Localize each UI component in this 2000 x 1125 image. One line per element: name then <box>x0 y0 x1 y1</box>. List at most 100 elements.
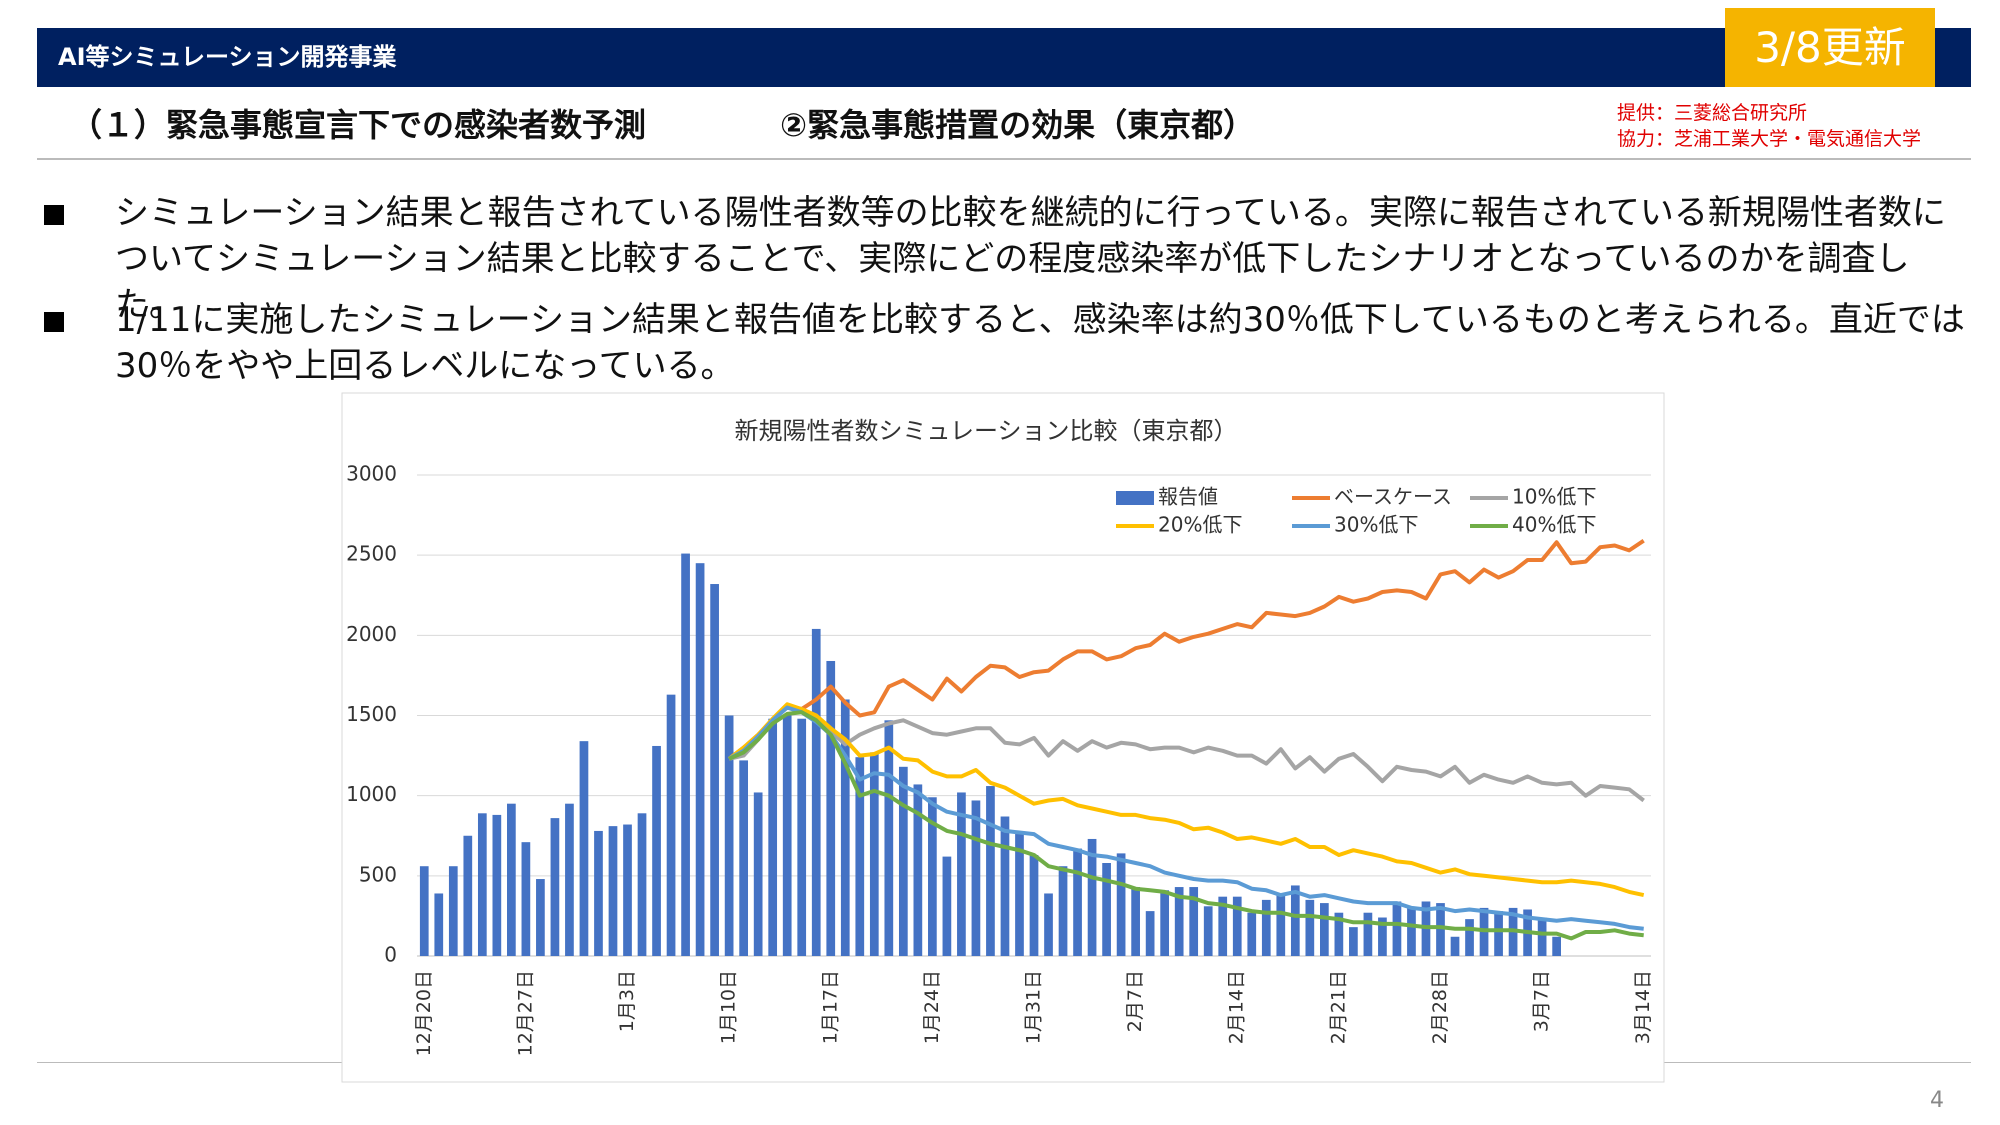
bar <box>652 745 661 956</box>
x-tick-label: 1月31日 <box>1023 970 1045 1044</box>
bar <box>840 699 850 956</box>
y-tick-label: 500 <box>359 862 397 886</box>
line <box>728 710 1644 941</box>
legend-label: 30%低下 <box>1334 513 1418 537</box>
legend-label: 報告値 <box>1158 485 1218 509</box>
bar <box>1087 838 1097 956</box>
bar <box>419 866 429 956</box>
header-bar <box>37 28 1971 87</box>
y-tick-label: 2000 <box>346 622 397 646</box>
chart-frame <box>341 392 1665 1083</box>
bar <box>521 842 531 956</box>
bar <box>1247 912 1257 956</box>
x-tick-label: 2月14日 <box>1226 970 1248 1044</box>
x-tick-label: 1月10日 <box>718 970 740 1044</box>
bar <box>695 563 705 956</box>
subtitle: ②緊急事態措置の効果（東京都） <box>780 106 1256 144</box>
bar <box>1392 901 1402 956</box>
bar <box>928 797 937 956</box>
bar <box>594 830 603 956</box>
divider <box>37 158 1971 160</box>
bar <box>710 584 719 956</box>
bar <box>1073 848 1082 956</box>
bar <box>637 813 647 956</box>
bar <box>942 856 952 956</box>
credit: 提供：三菱総合研究所 <box>1617 102 1808 124</box>
bar <box>739 760 749 956</box>
x-tick-label: 3月7日 <box>1531 970 1553 1032</box>
page-number: 4 <box>1930 1088 1944 1113</box>
bar <box>826 660 836 956</box>
bar <box>1189 887 1199 956</box>
bar <box>986 786 995 956</box>
x-tick-label: 2月7日 <box>1124 970 1146 1032</box>
bar <box>1537 917 1547 956</box>
subtitle: （１）緊急事態宣言下での感染者数予測 <box>70 106 647 144</box>
bar <box>1029 854 1039 956</box>
bar <box>1494 911 1503 956</box>
bar <box>579 741 589 956</box>
bar <box>565 803 574 956</box>
bar <box>1378 917 1387 956</box>
bar <box>1319 903 1329 956</box>
bar <box>1363 912 1373 956</box>
bar <box>492 814 502 956</box>
bar <box>1305 899 1315 956</box>
bar <box>1131 887 1140 956</box>
bar <box>1232 896 1242 956</box>
line <box>727 539 1645 761</box>
bar <box>753 792 763 956</box>
bar <box>1465 919 1474 956</box>
x-tick-label: 12月27日 <box>514 970 536 1056</box>
bar <box>608 826 618 956</box>
bullet-mark <box>44 205 64 225</box>
bar <box>623 824 632 956</box>
bar <box>1436 903 1445 956</box>
bar <box>1058 866 1068 956</box>
bar <box>1145 911 1155 956</box>
x-tick-label: 2月21日 <box>1327 970 1349 1044</box>
bar <box>666 694 676 956</box>
bar <box>1218 896 1228 956</box>
bar <box>971 800 981 956</box>
bar <box>797 718 807 956</box>
legend-label: 40%低下 <box>1512 513 1596 537</box>
line <box>728 705 1644 931</box>
bar <box>1160 890 1170 956</box>
legend-label: ベースケース <box>1334 485 1452 509</box>
bar <box>869 752 879 956</box>
x-tick-label: 2月28日 <box>1429 970 1451 1044</box>
bar <box>768 718 778 956</box>
bar <box>1116 853 1126 956</box>
x-tick-label: 3月14日 <box>1632 970 1654 1044</box>
bar <box>1450 936 1460 956</box>
line <box>728 703 1645 803</box>
x-tick-label: 1月3日 <box>616 970 638 1032</box>
bar <box>1349 927 1358 956</box>
bullet-text: シミュレーション結果と報告されている陽性者数等の比較を継続的に行っている。実際に… <box>115 193 1946 325</box>
bar <box>463 835 473 956</box>
bar <box>724 715 734 956</box>
legend-swatch <box>1116 491 1154 505</box>
bar <box>855 757 865 956</box>
bar <box>1407 907 1416 956</box>
x-tick-label: 1月17日 <box>819 970 841 1044</box>
x-tick-label: 12月20日 <box>413 970 435 1056</box>
bar <box>681 553 690 956</box>
x-tick-label: 1月24日 <box>921 970 943 1044</box>
bullet-mark <box>44 312 64 332</box>
bar <box>1174 887 1184 956</box>
bar <box>477 813 487 956</box>
bar <box>1044 893 1053 956</box>
bar <box>1015 832 1024 956</box>
bar <box>957 792 966 956</box>
legend-label: 20%低下 <box>1158 513 1242 537</box>
bar <box>1334 912 1344 956</box>
credit: 協力：芝浦工業大学・電気通信大学 <box>1617 128 1922 150</box>
y-tick-label: 3000 <box>346 462 397 486</box>
bar <box>1261 899 1271 956</box>
line <box>727 702 1645 898</box>
bar <box>1552 936 1561 956</box>
